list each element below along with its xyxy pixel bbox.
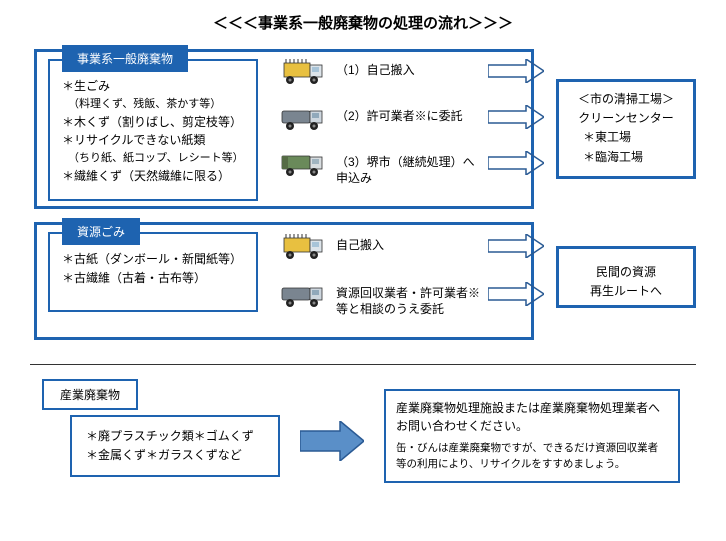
route-label: （3）堺市（継続処理）へ申込み xyxy=(336,155,486,186)
dest1-title: ＜市の清掃工場＞ xyxy=(565,90,687,109)
route-arrow xyxy=(488,59,544,86)
industrial-item-1: ＊金属くず＊ガラスくずなど xyxy=(86,446,264,465)
route-arrow xyxy=(488,282,544,309)
industrial-dest-main: 産業廃棄物処理施設または産業廃棄物処理業者へお問い合わせください。 xyxy=(396,399,668,435)
industrial-destination: 産業廃棄物処理施設または産業廃棄物処理業者へお問い合わせください。 缶・びんは産… xyxy=(384,389,680,483)
destination-recycling: 民間の資源 再生ルートへ xyxy=(556,246,696,308)
section-general-waste: 事業系一般廃棄物 ＊生ごみ（料理くず、残飯、茶かす等）＊木くず（割りばし、剪定枝… xyxy=(0,41,726,216)
general-waste-item: ＊生ごみ xyxy=(62,77,246,96)
industrial-arrow xyxy=(300,421,364,464)
dest2-line2: 再生ルートへ xyxy=(565,282,687,301)
industrial-items-box: ＊廃プラスチック類＊ゴムくず ＊金属くず＊ガラスくずなど xyxy=(70,415,280,477)
general-waste-item: （ちり紙、紙コップ、レシート等） xyxy=(62,150,246,167)
truck-icon xyxy=(280,282,328,310)
recyclables-box: 資源ごみ ＊古紙（ダンボール・新聞紙等）＊古繊維（古着・古布等） xyxy=(48,232,258,312)
route-arrow xyxy=(488,151,544,178)
dest1-subtitle: クリーンセンター xyxy=(565,109,687,128)
section-recyclables: 資源ごみ ＊古紙（ダンボール・新聞紙等）＊古繊維（古着・古布等） 自己搬入 資源… xyxy=(0,216,726,356)
truck-icon xyxy=(280,59,328,87)
general-waste-item: ＊リサイクルできない紙類 xyxy=(62,131,246,150)
truck-icon xyxy=(280,105,328,133)
industrial-header: 産業廃棄物 xyxy=(42,379,138,410)
destination-cleaning-plant: ＜市の清掃工場＞ クリーンセンター ＊東工場 ＊臨海工場 xyxy=(556,79,696,179)
general-waste-item: （料理くず、残飯、茶かす等） xyxy=(62,96,246,113)
dest2-line1: 民間の資源 xyxy=(565,263,687,282)
dest1-line-1: ＊臨海工場 xyxy=(565,148,687,167)
recyclable-item: ＊古紙（ダンボール・新聞紙等） xyxy=(62,250,246,269)
page-title: ＜＜＜事業系一般廃棄物の処理の流れ＞＞＞ xyxy=(0,0,726,41)
general-waste-item: ＊木くず（割りばし、剪定枝等） xyxy=(62,113,246,132)
route-label: （1）自己搬入 xyxy=(336,63,486,79)
route-label: （2）許可業者※に委託 xyxy=(336,109,486,125)
route-arrow xyxy=(488,234,544,261)
route-arrow xyxy=(488,105,544,132)
general-waste-item: ＊繊維くず（天然繊維に限る） xyxy=(62,167,246,186)
industrial-dest-sub: 缶・びんは産業廃棄物ですが、できるだけ資源回収業者等の利用により、リサイクルをす… xyxy=(396,441,668,473)
dest1-line-0: ＊東工場 xyxy=(565,128,687,147)
recyclable-item: ＊古繊維（古着・古布等） xyxy=(62,269,246,288)
route-label: 自己搬入 xyxy=(336,238,486,254)
recyclables-header: 資源ごみ xyxy=(62,218,140,245)
truck-icon xyxy=(280,234,328,262)
industrial-item-0: ＊廃プラスチック類＊ゴムくず xyxy=(86,427,264,446)
general-waste-header: 事業系一般廃棄物 xyxy=(62,45,188,72)
section-divider xyxy=(30,364,696,365)
truck-icon xyxy=(280,151,328,179)
general-waste-box: 事業系一般廃棄物 ＊生ごみ（料理くず、残飯、茶かす等）＊木くず（割りばし、剪定枝… xyxy=(48,59,258,201)
route-label: 資源回収業者・許可業者※等と相談のうえ委託 xyxy=(336,286,486,317)
section-industrial: 産業廃棄物 ＊廃プラスチック類＊ゴムくず ＊金属くず＊ガラスくずなど 産業廃棄物… xyxy=(0,379,726,489)
